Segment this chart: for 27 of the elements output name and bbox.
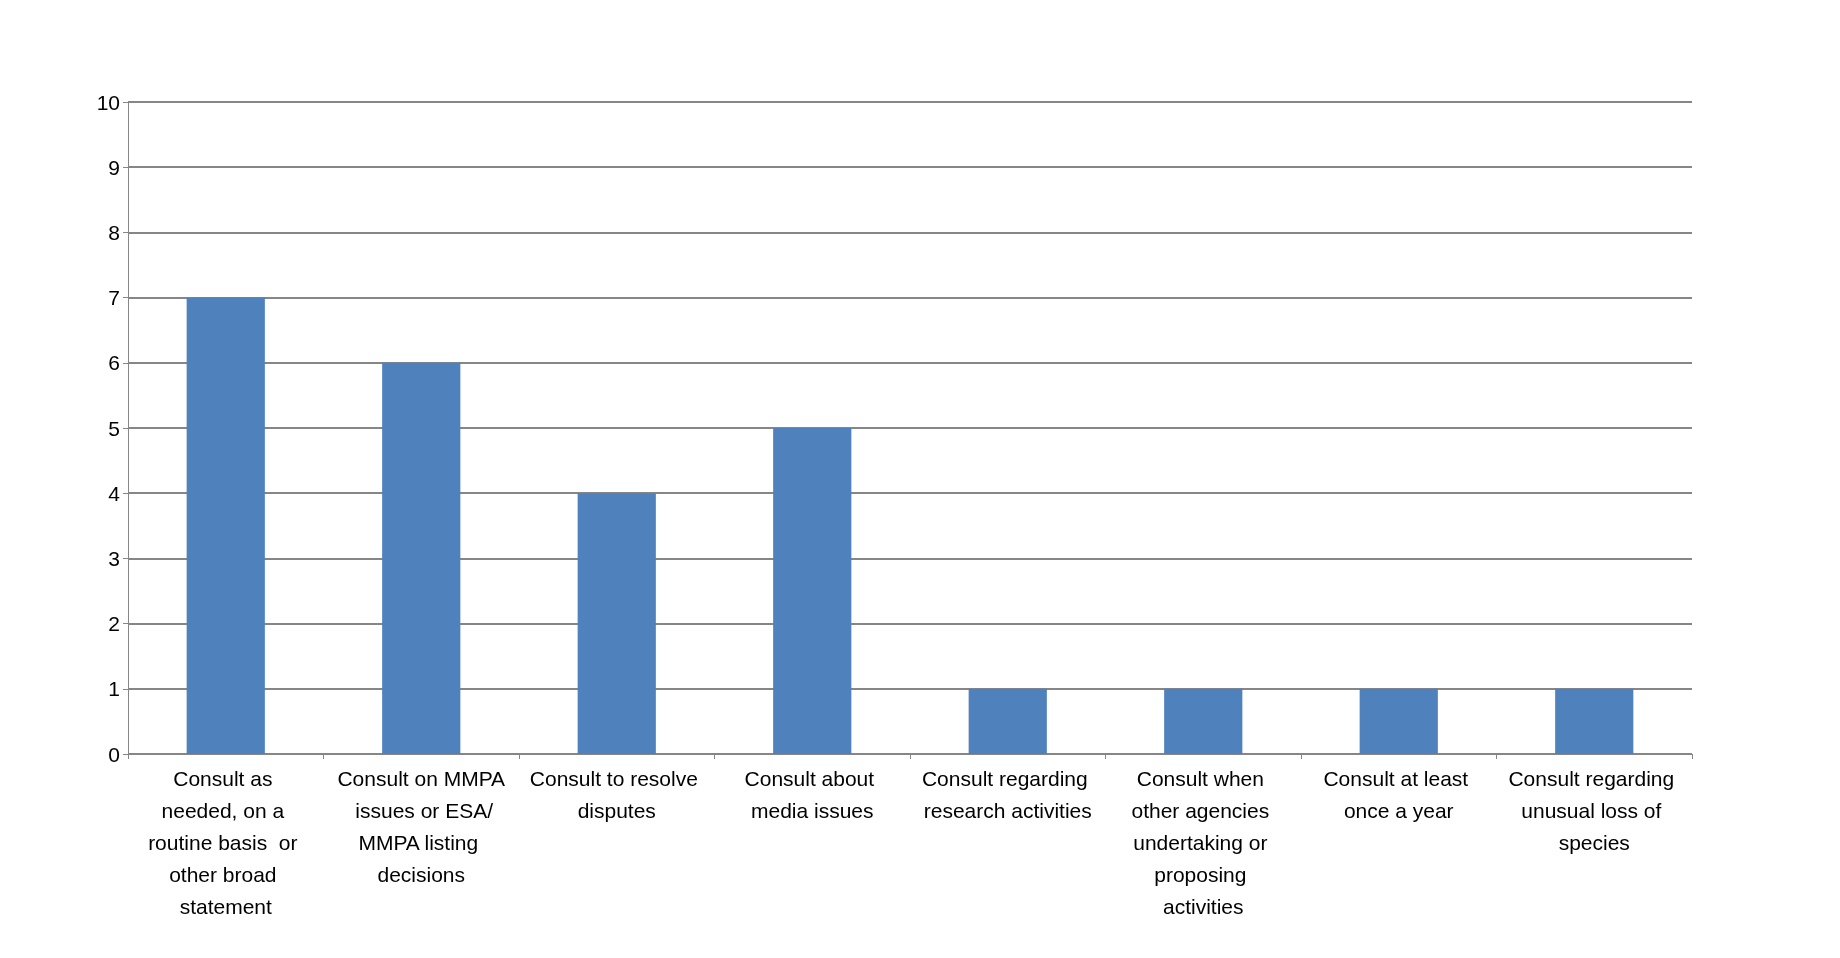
y-tick-label: 3	[108, 546, 120, 570]
y-tick-label: 0	[108, 742, 120, 766]
y-tick-label: 6	[108, 351, 120, 375]
y-tick-label: 8	[108, 220, 120, 244]
bar	[1555, 688, 1634, 754]
y-tick-label: 2	[108, 612, 120, 636]
x-tick-label: Consult about media issues	[744, 766, 880, 822]
bar	[1359, 688, 1438, 754]
x-tick-label: Consult on MMPA issues or ESA/MMPA listing decisions	[337, 766, 506, 886]
y-tick-label: 4	[108, 481, 121, 505]
x-tick-label: Consult to resolve disputes	[529, 766, 704, 822]
y-tick-label: 9	[108, 155, 120, 179]
x-tick-label: Consult at least once a year	[1323, 766, 1475, 822]
x-tick-label: Consult when other agencies undertaking or proposing activities	[1131, 766, 1276, 918]
bar	[382, 362, 461, 754]
bar	[186, 297, 265, 754]
bar	[1164, 688, 1243, 754]
bar	[577, 493, 656, 754]
x-tick-label: Consult regarding research activities	[921, 766, 1094, 822]
y-tick-label: 7	[108, 286, 120, 310]
x-tick-label: Consult as needed, on a routine basis or other broad statement	[148, 766, 304, 918]
y-tick-label: 10	[96, 90, 120, 114]
x-tick-label: Consult regarding unusual loss of species	[1508, 766, 1681, 854]
bar	[773, 428, 852, 754]
y-tick-label: 5	[108, 416, 120, 440]
y-tick-label: 1	[108, 677, 120, 701]
bar	[968, 688, 1047, 754]
